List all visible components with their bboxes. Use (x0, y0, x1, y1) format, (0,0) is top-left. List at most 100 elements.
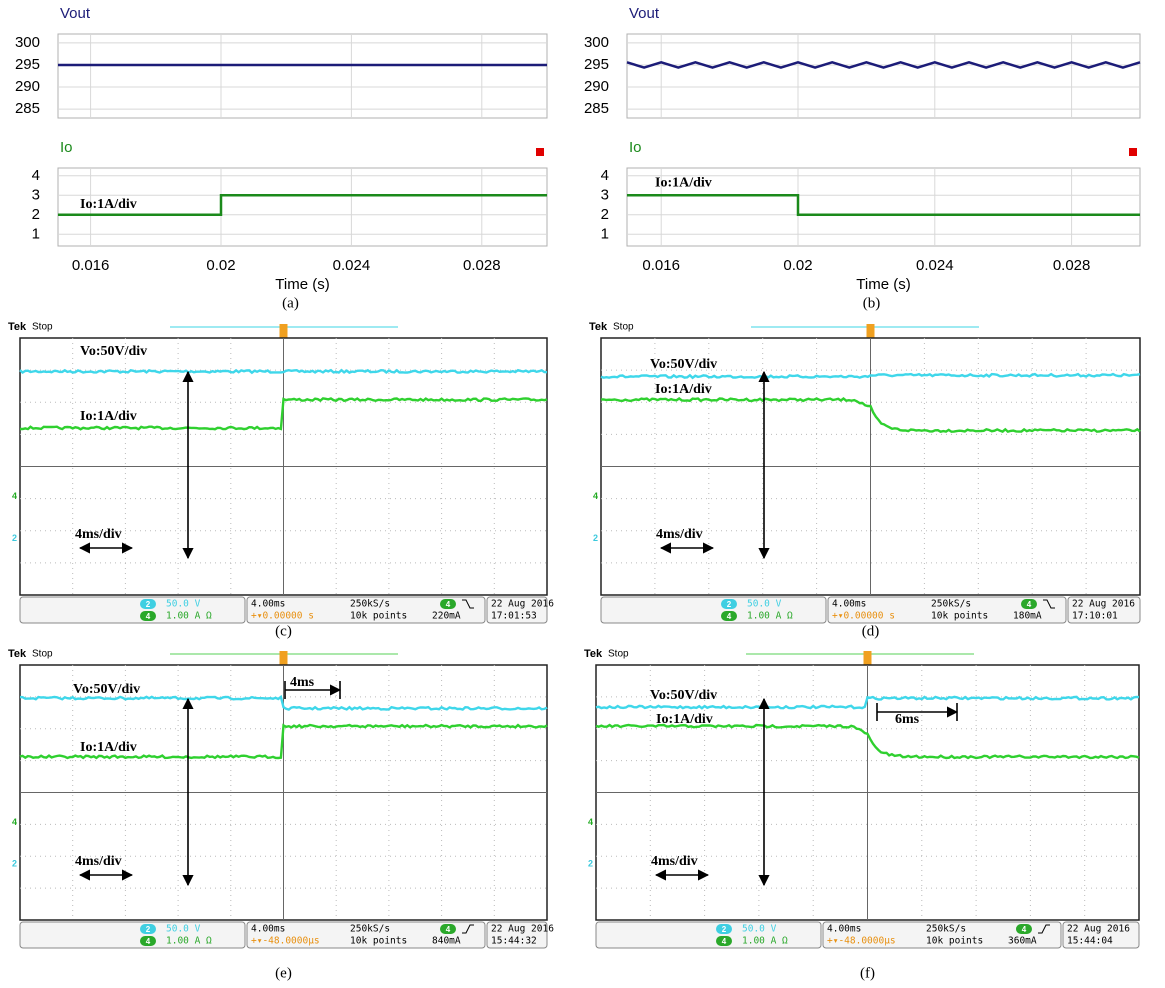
record: 10k points (350, 611, 407, 622)
channel-badge-label: 2 (722, 925, 727, 934)
timebase-label: 4ms/div (656, 527, 703, 542)
x-tick-label: 0.016 (642, 257, 680, 274)
y-tick-label: 295 (15, 56, 40, 73)
y-tick-label: 3 (601, 186, 609, 203)
figure: 285290295300Vout12340.0160.020.0240.028I… (0, 0, 1165, 988)
status: Stop (32, 322, 53, 333)
x-axis-label: Time (s) (856, 276, 910, 293)
caption: (f) (860, 965, 875, 981)
y-tick-label: 4 (32, 167, 40, 184)
y-tick-label: 285 (584, 100, 609, 117)
y-tick-label: 2 (32, 206, 40, 223)
page: 285290295300Vout12340.0160.020.0240.028I… (0, 0, 1165, 988)
channel-badge-label: 4 (727, 612, 732, 621)
y-tick-label: 1 (601, 225, 609, 242)
annotation: 4ms (290, 675, 315, 690)
channel-marker: 2 (12, 533, 17, 543)
status: Stop (608, 649, 629, 660)
caption: (d) (862, 623, 880, 639)
vo-label: Vo:50V/div (650, 688, 717, 703)
vo-label: Vo:50V/div (80, 344, 147, 359)
trigger-pos: +▾-48.0000µs (251, 936, 320, 947)
y-tick-label: 4 (601, 167, 609, 184)
plot-area (627, 34, 1140, 118)
y-tick-label: 2 (601, 206, 609, 223)
channel-badge-label: 4 (722, 937, 727, 946)
trig-level: 220mA (432, 611, 461, 622)
y-tick-label: 300 (584, 34, 609, 51)
status: Stop (613, 322, 634, 333)
y-tick-label: 1 (32, 225, 40, 242)
channel-badge-label: 4 (446, 925, 451, 934)
marker (1129, 148, 1137, 156)
caption: (b) (863, 295, 881, 311)
y-tick-label: 285 (15, 100, 40, 117)
timebase-label: 4ms/div (75, 854, 122, 869)
channel-marker: 4 (12, 817, 17, 827)
caption: (e) (275, 965, 292, 981)
date: 22 Aug 2016 (491, 599, 554, 610)
tek-logo: Tek (584, 648, 603, 660)
chart-title: Io (60, 139, 73, 156)
time: 17:01:53 (491, 611, 537, 622)
ch2-scale: 50.0 V (166, 924, 201, 935)
tek-logo: Tek (8, 648, 27, 660)
x-tick-label: 0.02 (206, 257, 235, 274)
trig-level: 180mA (1013, 611, 1042, 622)
record: 10k points (931, 611, 988, 622)
tek-logo: Tek (8, 321, 27, 333)
io-label: Io:1A/div (656, 712, 713, 727)
sample-rate: 250kS/s (931, 599, 971, 610)
io-label: Io:1A/div (655, 382, 712, 397)
marker (536, 148, 544, 156)
x-tick-label: 0.028 (1053, 257, 1091, 274)
status: Stop (32, 649, 53, 660)
x-axis-label: Time (s) (275, 276, 329, 293)
io-label: Io:1A/div (80, 740, 137, 755)
vo-label: Vo:50V/div (650, 357, 717, 372)
channel-marker: 2 (12, 858, 17, 868)
record: 10k points (350, 936, 407, 947)
ch4-scale: 1.00 A Ω (742, 936, 788, 947)
channel-badge-label: 2 (146, 600, 151, 609)
channel-badge-label: 4 (1027, 600, 1032, 609)
x-tick-label: 0.024 (333, 257, 371, 274)
annotation: Io:1A/div (655, 176, 712, 191)
time: 17:10:01 (1072, 611, 1118, 622)
channel-badge-label: 4 (146, 937, 151, 946)
y-tick-label: 290 (15, 78, 40, 95)
time: 15:44:04 (1067, 936, 1113, 947)
y-tick-label: 300 (15, 34, 40, 51)
channel-marker: 2 (593, 533, 598, 543)
date: 22 Aug 2016 (1072, 599, 1135, 610)
ch2-scale: 50.0 V (747, 599, 782, 610)
sample-rate: 250kS/s (926, 924, 966, 935)
x-tick-label: 0.02 (783, 257, 812, 274)
ch2-scale: 50.0 V (742, 924, 777, 935)
annotation: 6ms (895, 712, 920, 727)
channel-marker: 4 (593, 491, 598, 501)
ch2-scale: 50.0 V (166, 599, 201, 610)
trig-level: 840mA (432, 936, 461, 947)
tek-logo: Tek (589, 321, 608, 333)
channel-badge-label: 4 (146, 612, 151, 621)
y-tick-label: 290 (584, 78, 609, 95)
channel-badge-label: 2 (727, 600, 732, 609)
horizontal: 4.00ms (832, 599, 866, 610)
y-tick-label: 3 (32, 186, 40, 203)
caption: (a) (282, 295, 299, 311)
y-tick-label: 295 (584, 56, 609, 73)
timebase-label: 4ms/div (651, 854, 698, 869)
trigger-pos: +▾0.00000 s (832, 611, 895, 622)
record: 10k points (926, 936, 983, 947)
horizontal: 4.00ms (827, 924, 861, 935)
timebase-label: 4ms/div (75, 527, 122, 542)
trig-level: 360mA (1008, 936, 1037, 947)
chart-title: Vout (629, 5, 660, 22)
channel-marker: 4 (12, 491, 17, 501)
time: 15:44:32 (491, 936, 537, 947)
io-label: Io:1A/div (80, 409, 137, 424)
caption: (c) (275, 623, 292, 639)
channel-badge-label: 4 (446, 600, 451, 609)
trigger-pos: +▾-48.0000µs (827, 936, 896, 947)
